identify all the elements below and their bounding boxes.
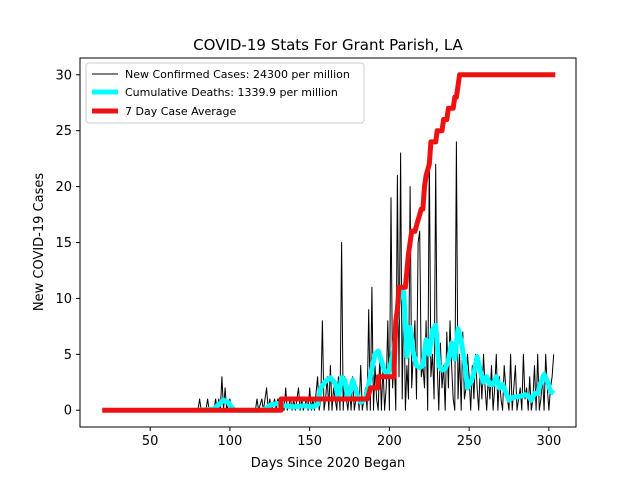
y-tick-label: 15 [55,236,72,251]
y-tick-label: 30 [55,68,72,83]
x-tick-label: 100 [218,434,243,449]
x-tick-label: 150 [297,434,322,449]
legend-label-deaths: Cumulative Deaths: 1339.9 per million [125,86,338,99]
x-tick-label: 50 [142,434,159,449]
legend-label-new-cases: New Confirmed Cases: 24300 per million [125,68,350,81]
y-tick-label: 10 [55,292,72,307]
chart-title: COVID-19 Stats For Grant Parish, LA [193,36,463,54]
y-axis-ticks: 0 5 10 15 20 25 30 [55,68,80,419]
x-tick-label: 200 [377,434,402,449]
y-tick-label: 5 [64,348,72,363]
legend-box [85,62,365,124]
y-tick-label: 0 [64,404,72,419]
y-tick-label: 25 [55,124,72,139]
series-line-1 [197,284,556,413]
legend: New Confirmed Cases: 24300 per million C… [85,62,365,124]
series-line-0 [102,141,555,411]
series-line-2 [102,72,556,413]
y-tick-label: 20 [55,180,72,195]
x-axis-ticks: 50 100 150 200 250 300 [142,427,561,449]
x-axis-label: Days Since 2020 Began [251,456,406,471]
legend-label-average: 7 Day Case Average [125,105,237,118]
series-layer [102,72,556,413]
x-tick-label: 250 [457,434,482,449]
x-tick-label: 300 [536,434,561,449]
y-axis-label: New COVID-19 Cases [32,173,47,311]
